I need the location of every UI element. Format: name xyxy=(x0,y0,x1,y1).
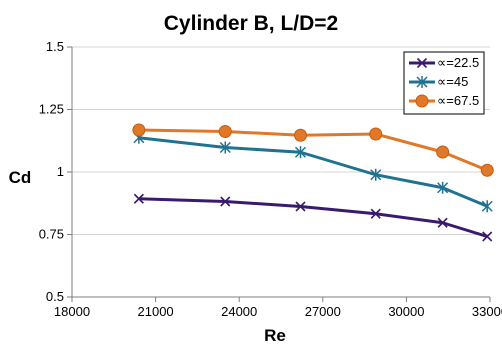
chart-title: Cylinder B, L/D=2 xyxy=(163,12,339,35)
y-tick-label: 1.25 xyxy=(39,102,64,117)
data-point xyxy=(132,123,146,137)
marker-stroke xyxy=(295,201,306,212)
series-line xyxy=(138,197,488,238)
legend-entry: ∝=22.5 xyxy=(409,55,479,70)
data-point xyxy=(482,231,493,242)
data-point xyxy=(295,201,306,212)
series-3 xyxy=(132,123,494,177)
series-group xyxy=(132,123,494,242)
y-tick-label: 0.75 xyxy=(39,227,64,242)
data-point xyxy=(480,163,494,177)
series-2 xyxy=(133,131,493,213)
axes: 0.5 0.75 1 1.25 1.5 18000 21000 24000 27000 30000… xyxy=(39,39,502,319)
data-point xyxy=(218,125,232,138)
x-tick-label: 18000 xyxy=(54,304,90,319)
data-point xyxy=(369,127,383,141)
marker-stroke xyxy=(416,57,428,69)
marker-stroke xyxy=(220,196,231,207)
series-line xyxy=(138,136,488,208)
x-tick-label: 27000 xyxy=(305,304,341,319)
data-point xyxy=(294,128,308,142)
legend-entry: ∝=45 xyxy=(409,74,468,89)
series-1 xyxy=(133,193,493,242)
data-point xyxy=(437,181,449,194)
x-axis-title: Re xyxy=(264,326,286,345)
data-point xyxy=(294,146,307,159)
data-point xyxy=(370,208,381,219)
legend-marker xyxy=(416,76,428,88)
marker-stroke xyxy=(133,193,144,204)
legend-marker xyxy=(415,94,429,108)
data-point xyxy=(481,200,493,213)
x-tick-label: 24000 xyxy=(221,304,257,319)
data-point xyxy=(219,141,231,154)
x-tick-label: 33000 xyxy=(472,304,502,319)
data-point xyxy=(437,217,448,228)
y-tick-label: 0.5 xyxy=(46,289,64,304)
y-tick-label: 1 xyxy=(57,164,64,179)
series-line xyxy=(138,128,488,172)
data-point xyxy=(436,145,450,159)
legend-label: ∝=22.5 xyxy=(437,55,479,70)
legend-marker xyxy=(416,57,428,69)
legend-label: ∝=45 xyxy=(437,74,468,89)
legend-label: ∝=67.5 xyxy=(437,93,479,108)
y-axis-title: Cd xyxy=(9,168,32,187)
x-tick-label: 21000 xyxy=(138,304,174,319)
marker-stroke xyxy=(482,231,493,242)
y-tick-label: 1.5 xyxy=(46,39,64,54)
gridlines xyxy=(72,46,490,235)
legend-entry: ∝=67.5 xyxy=(409,93,479,108)
data-point xyxy=(133,193,144,204)
marker-stroke xyxy=(437,217,448,228)
marker-stroke xyxy=(370,208,381,219)
x-tick-label: 30000 xyxy=(388,304,424,319)
legend: ∝=22.5 ∝=45 ∝=67.5 xyxy=(403,51,485,115)
data-point xyxy=(220,196,231,207)
data-point xyxy=(370,168,382,181)
